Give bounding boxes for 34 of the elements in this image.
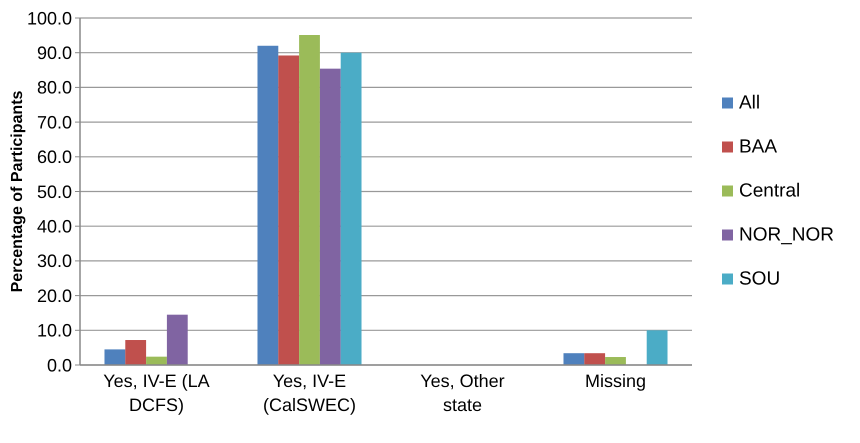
bar [146,356,167,365]
bar [605,357,626,365]
x-tick-label: Missing [584,371,646,391]
y-tick-label: 0.0 [46,355,72,376]
y-tick-label: 20.0 [36,286,72,306]
bar [104,349,126,365]
bar [278,55,300,365]
y-tick-label: 90.0 [36,43,72,63]
legend-label: SOU [739,268,780,290]
bar [320,68,341,365]
bar [299,35,320,365]
bar [257,46,278,365]
y-tick-label: 10.0 [36,320,72,341]
bar [563,353,584,365]
legend-label: NOR_NOR [739,224,834,246]
bar [646,330,668,365]
bar [340,52,362,365]
x-tick-label: Yes, IV-E (CalSWEC) [263,371,356,415]
bar [166,314,188,365]
y-tick-label: 40.0 [36,216,72,236]
bar [584,353,606,365]
y-tick-label: 60.0 [36,147,72,168]
legend-label: Central [739,180,800,202]
y-axis-title: Percentage of Participants [9,90,26,292]
y-tick-label: 70.0 [36,112,72,132]
bar [125,340,146,365]
y-tick-label: 30.0 [36,251,72,272]
x-tick-label: Yes, IV-E (LA DCFS) [103,371,210,415]
x-tick-label: Yes, Other state [420,371,505,415]
legend-label: BAA [739,136,778,158]
legend-label: All [739,92,760,114]
y-tick-label: 100.0 [26,8,72,28]
y-tick-label: 50.0 [36,182,72,202]
y-tick-label: 80.0 [36,78,72,98]
